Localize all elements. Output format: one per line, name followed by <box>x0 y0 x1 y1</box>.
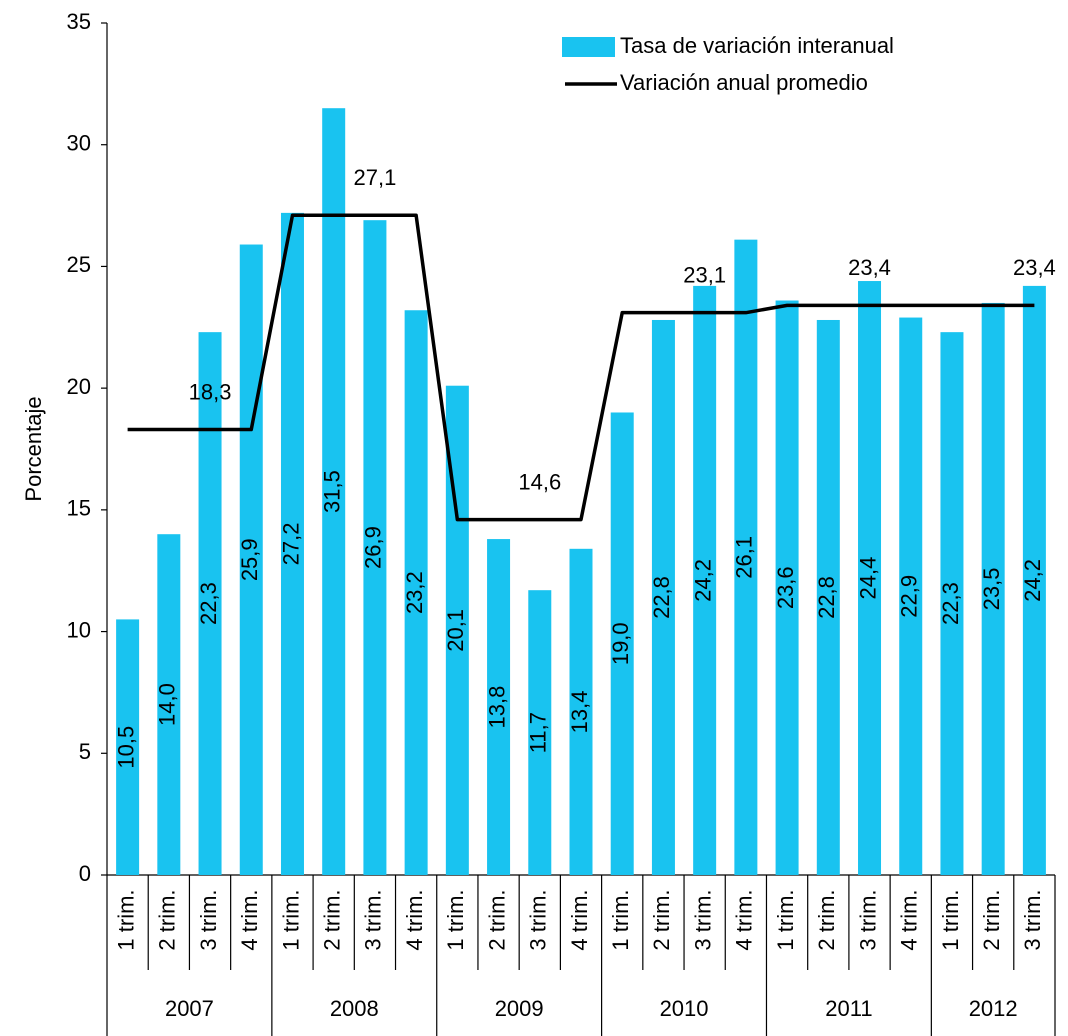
bar <box>981 302 1005 875</box>
bar-value-label: 13,4 <box>567 690 592 733</box>
x-tick-label: 2 trim. <box>320 889 345 950</box>
x-tick-label: 2 trim. <box>814 889 839 950</box>
bar-value-label: 22,8 <box>649 576 674 619</box>
bar <box>445 385 469 875</box>
bar-value-label: 22,3 <box>938 582 963 625</box>
bar <box>858 281 882 875</box>
y-tick-label: 30 <box>67 131 91 156</box>
bar-value-label: 25,9 <box>237 538 262 581</box>
group-label: 2011 <box>825 996 872 1021</box>
x-tick-label: 1 trim. <box>278 889 303 950</box>
group-label: 2007 <box>165 996 214 1021</box>
bar-value-label: 22,8 <box>814 576 839 619</box>
x-tick-label: 4 trim. <box>567 889 592 950</box>
x-tick-label: 3 trim. <box>690 889 715 950</box>
line-value-label: 18,3 <box>189 379 232 404</box>
bar <box>404 310 428 875</box>
bar <box>157 534 181 875</box>
bar-value-label: 11,7 <box>526 712 551 753</box>
bar-value-label: 22,9 <box>897 575 922 618</box>
bar <box>363 220 387 876</box>
bar <box>116 619 140 875</box>
x-tick-label: 1 trim. <box>938 889 963 950</box>
x-tick-label: 4 trim. <box>237 889 262 950</box>
x-tick-label: 3 trim. <box>361 889 386 950</box>
x-tick-label: 2 trim. <box>155 889 180 950</box>
bar <box>322 108 346 875</box>
group-label: 2008 <box>330 996 379 1021</box>
y-tick-label: 15 <box>67 496 91 521</box>
group-label: 2009 <box>495 996 544 1021</box>
x-tick-label: 1 trim. <box>443 889 468 950</box>
x-tick-label: 3 trim. <box>196 889 221 950</box>
line-value-label: 23,1 <box>683 262 726 287</box>
bar-value-label: 23,5 <box>979 568 1004 611</box>
line-value-label: 23,4 <box>1013 255 1056 280</box>
y-tick-label: 35 <box>67 9 91 34</box>
x-tick-label: 2 trim. <box>979 889 1004 950</box>
bar <box>280 212 304 876</box>
bar-value-label: 27,2 <box>278 523 303 566</box>
bar-value-label: 10,5 <box>113 726 138 769</box>
bar <box>198 332 222 875</box>
bar <box>610 412 634 875</box>
line-value-label: 27,1 <box>353 165 396 190</box>
bar-value-label: 19,0 <box>608 622 633 665</box>
bar <box>693 285 717 876</box>
group-label: 2010 <box>660 996 709 1021</box>
legend-swatch <box>562 37 615 57</box>
x-tick-label: 1 trim. <box>608 889 633 950</box>
bar <box>651 319 675 875</box>
x-tick-label: 4 trim. <box>402 889 427 950</box>
bar-value-label: 24,2 <box>690 559 715 602</box>
line <box>127 213 1035 522</box>
bar <box>1022 285 1046 876</box>
x-tick-label: 4 trim. <box>897 889 922 950</box>
x-tick-label: 2 trim. <box>484 889 509 950</box>
x-tick-label: 3 trim. <box>1020 889 1045 950</box>
bar <box>569 548 593 875</box>
bar <box>940 332 964 875</box>
y-tick-label: 10 <box>67 617 91 642</box>
x-tick-label: 3 trim. <box>855 889 880 950</box>
bar-value-label: 13,8 <box>484 686 509 729</box>
bar-value-label: 26,1 <box>732 536 757 579</box>
bar <box>734 239 758 875</box>
bar <box>528 590 552 875</box>
bar-value-label: 14,0 <box>155 683 180 726</box>
bar <box>487 539 511 875</box>
legend-label: Tasa de variación interanual <box>620 33 894 58</box>
bar-value-label: 26,9 <box>361 526 386 569</box>
bar <box>775 300 799 876</box>
bar-value-label: 20,1 <box>443 609 468 652</box>
bar-value-label: 24,2 <box>1020 559 1045 602</box>
y-axis-label: Porcentaje <box>21 396 46 501</box>
group-label: 2012 <box>969 996 1018 1021</box>
y-tick-label: 20 <box>67 374 91 399</box>
x-tick-label: 2 trim. <box>649 889 674 950</box>
bar-value-label: 23,6 <box>773 566 798 609</box>
x-tick-label: 1 trim. <box>113 889 138 950</box>
y-tick-label: 25 <box>67 252 91 277</box>
y-tick-label: 0 <box>79 861 91 886</box>
y-tick-label: 5 <box>79 739 91 764</box>
x-tick-label: 1 trim. <box>773 889 798 950</box>
bar <box>816 319 840 875</box>
bar-value-label: 31,5 <box>320 470 345 513</box>
legend-label: Variación anual promedio <box>620 70 868 95</box>
bar <box>899 317 923 875</box>
bar-value-label: 22,3 <box>196 582 221 625</box>
x-tick-label: 4 trim. <box>732 889 757 950</box>
line-value-label: 14,6 <box>518 469 561 494</box>
x-tick-label: 3 trim. <box>526 889 551 950</box>
bar-value-label: 23,2 <box>402 571 427 614</box>
bar-value-label: 24,4 <box>855 557 880 600</box>
line-value-label: 23,4 <box>848 255 891 280</box>
